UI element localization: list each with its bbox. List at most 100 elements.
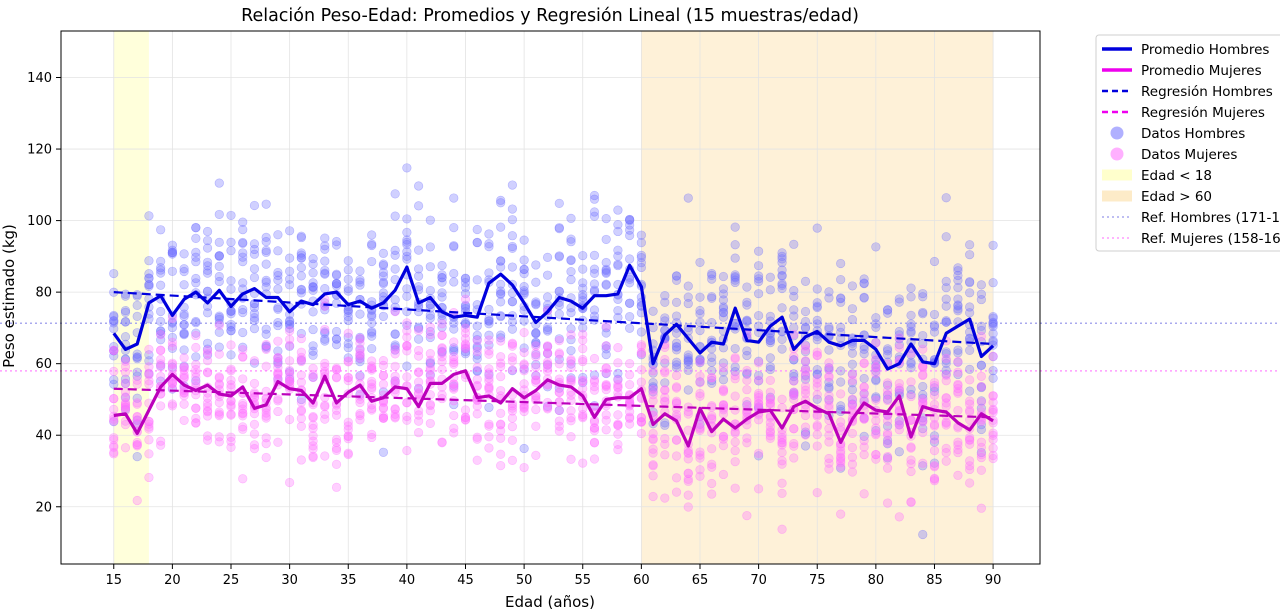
scatter-point-men [167, 247, 177, 258]
scatter-point-men [988, 317, 998, 327]
scatter-point-women [777, 435, 787, 445]
scatter-point-men [882, 305, 893, 315]
scatter-point-women [871, 369, 881, 379]
scatter-point-women [824, 363, 834, 374]
scatter-point-women [132, 399, 142, 409]
scatter-point-men [601, 265, 611, 276]
scatter-point-men [413, 307, 424, 317]
scatter-point-women [988, 391, 998, 401]
scatter-point-women [355, 410, 365, 421]
scatter-point-men [156, 265, 166, 275]
scatter-point-men [554, 252, 564, 262]
scatter-point-women [343, 431, 353, 441]
scatter-point-women [730, 354, 740, 364]
scatter-point-men [156, 316, 166, 326]
scatter-point-women [320, 409, 330, 419]
scatter-point-men [953, 301, 963, 311]
scatter-point-women [120, 362, 131, 372]
scatter-point-women [156, 330, 166, 340]
scatter-point-men [542, 270, 553, 280]
scatter-point-men [718, 271, 729, 282]
scatter-point-men [179, 266, 189, 277]
scatter-point-women [144, 362, 154, 372]
scatter-point-women [988, 443, 998, 453]
scatter-point-men [894, 326, 904, 337]
scatter-point-women [777, 433, 787, 443]
scatter-point-women [202, 398, 213, 408]
scatter-point-women [578, 409, 588, 420]
scatter-point-women [777, 438, 787, 448]
scatter-point-women [437, 330, 447, 340]
scatter-point-women [789, 390, 799, 400]
scatter-point-men [285, 266, 295, 276]
scatter-point-women [507, 365, 517, 375]
scatter-point-women [695, 388, 705, 399]
scatter-point-women [179, 399, 189, 409]
scatter-point-men [625, 298, 635, 308]
scatter-point-women [109, 441, 119, 451]
scatter-point-men [718, 367, 729, 377]
scatter-point-women [613, 445, 623, 455]
scatter-point-women [601, 381, 611, 392]
scatter-point-women [472, 434, 482, 444]
scatter-point-women [800, 371, 811, 381]
scatter-point-women [191, 364, 201, 375]
scatter-point-men [167, 317, 177, 327]
scatter-point-men [765, 353, 775, 363]
scatter-point-men [777, 280, 787, 290]
scatter-point-women [859, 414, 869, 424]
scatter-point-women [425, 329, 435, 340]
scatter-point-men [496, 297, 506, 307]
scatter-point-women [519, 385, 529, 395]
scatter-point-women [144, 376, 154, 386]
scatter-point-women [965, 461, 975, 471]
y-axis-title: Peso estimado (kg) [0, 224, 18, 368]
scatter-point-women [601, 341, 611, 351]
scatter-point-women [238, 404, 248, 414]
scatter-point-women [707, 459, 717, 469]
scatter-point-men [413, 323, 424, 334]
scatter-point-men [578, 278, 588, 288]
scatter-point-men [953, 283, 963, 293]
scatter-point-women [226, 442, 236, 452]
scatter-point-men [261, 329, 271, 339]
scatter-point-men [179, 328, 189, 338]
scatter-point-men [261, 341, 271, 352]
scatter-point-men [789, 305, 799, 315]
scatter-point-men [882, 439, 893, 449]
scatter-point-women [777, 394, 787, 404]
scatter-point-men [671, 345, 682, 355]
scatter-point-men [249, 309, 260, 319]
scatter-point-men [683, 350, 693, 360]
scatter-point-women [965, 396, 975, 406]
scatter-point-men [918, 390, 928, 400]
scatter-point-women [648, 434, 658, 444]
scatter-point-men [120, 289, 131, 299]
scatter-point-men [812, 302, 822, 313]
scatter-point-women [496, 426, 506, 436]
scatter-point-men [929, 458, 940, 468]
scatter-point-women [871, 362, 881, 372]
scatter-point-women [765, 426, 775, 436]
scatter-point-women [437, 352, 447, 362]
scatter-point-women [460, 414, 471, 425]
scatter-point-men [261, 275, 271, 285]
scatter-point-men [836, 377, 846, 387]
scatter-point-men [871, 392, 881, 402]
scatter-point-men [718, 289, 729, 299]
scatter-point-men [882, 344, 893, 354]
scatter-point-women [120, 420, 131, 430]
x-tick-label: 45 [457, 573, 474, 588]
scatter-point-men [413, 181, 424, 191]
scatter-point-men [906, 328, 916, 338]
scatter-point-men [460, 344, 471, 354]
scatter-point-women [331, 445, 342, 456]
scatter-point-women [824, 371, 834, 381]
scatter-point-women [965, 435, 975, 445]
scatter-point-women [144, 435, 154, 445]
scatter-point-women [941, 447, 951, 458]
scatter-point-men [906, 292, 916, 302]
scatter-point-women [273, 363, 283, 373]
scatter-point-men [226, 309, 236, 319]
